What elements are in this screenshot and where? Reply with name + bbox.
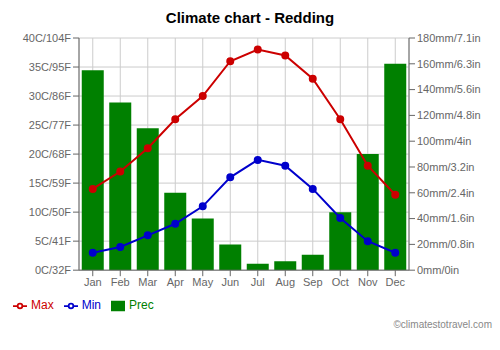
html-text:Climate chart - Redding: Climate chart - Redding xyxy=(165,9,335,26)
svg-text:Aug: Aug xyxy=(275,276,295,288)
html-text:©climatestotravel.com: ©climatestotravel.com xyxy=(393,319,492,330)
svg-text:30C/86F: 30C/86F xyxy=(29,90,71,102)
svg-text:40mm/1.6in: 40mm/1.6in xyxy=(417,212,474,224)
svg-text:Apr: Apr xyxy=(167,276,184,288)
svg-text:Nov: Nov xyxy=(358,276,378,288)
svg-text:140mm/5.6in: 140mm/5.6in xyxy=(417,83,481,95)
html-text:Min: Min xyxy=(81,298,101,313)
svg-text:Feb: Feb xyxy=(111,276,130,288)
svg-text:20mm/0.8in: 20mm/0.8in xyxy=(417,238,474,250)
svg-text:May: May xyxy=(192,276,213,288)
svg-text:Oct: Oct xyxy=(332,276,349,288)
html-text:Prec: Prec xyxy=(129,298,154,313)
svg-text:Jun: Jun xyxy=(221,276,239,288)
svg-text:160mm/6.3in: 160mm/6.3in xyxy=(417,58,481,70)
svg-text:15C/59F: 15C/59F xyxy=(29,177,71,189)
svg-text:80mm/3.2in: 80mm/3.2in xyxy=(417,161,474,173)
svg-text:180mm/7.1in: 180mm/7.1in xyxy=(417,32,481,44)
svg-text:40C/104F: 40C/104F xyxy=(23,32,72,44)
svg-text:0mm/0in: 0mm/0in xyxy=(417,264,459,276)
svg-text:Jul: Jul xyxy=(251,276,265,288)
svg-text:Sep: Sep xyxy=(303,276,323,288)
svg-text:0C/32F: 0C/32F xyxy=(35,264,71,276)
svg-text:Dec: Dec xyxy=(385,276,405,288)
svg-text:20C/68F: 20C/68F xyxy=(29,148,71,160)
svg-text:5C/41F: 5C/41F xyxy=(35,235,71,247)
svg-text:35C/95F: 35C/95F xyxy=(29,61,71,73)
svg-text:25C/77F: 25C/77F xyxy=(29,119,71,131)
svg-text:120mm/4.8in: 120mm/4.8in xyxy=(417,109,481,121)
svg-text:60mm/2.4in: 60mm/2.4in xyxy=(417,187,474,199)
svg-text:100mm/4in: 100mm/4in xyxy=(417,135,471,147)
html-text:Max: Max xyxy=(31,298,54,313)
svg-text:10C/50F: 10C/50F xyxy=(29,206,71,218)
svg-text:Mar: Mar xyxy=(138,276,157,288)
svg-text:Jan: Jan xyxy=(84,276,102,288)
